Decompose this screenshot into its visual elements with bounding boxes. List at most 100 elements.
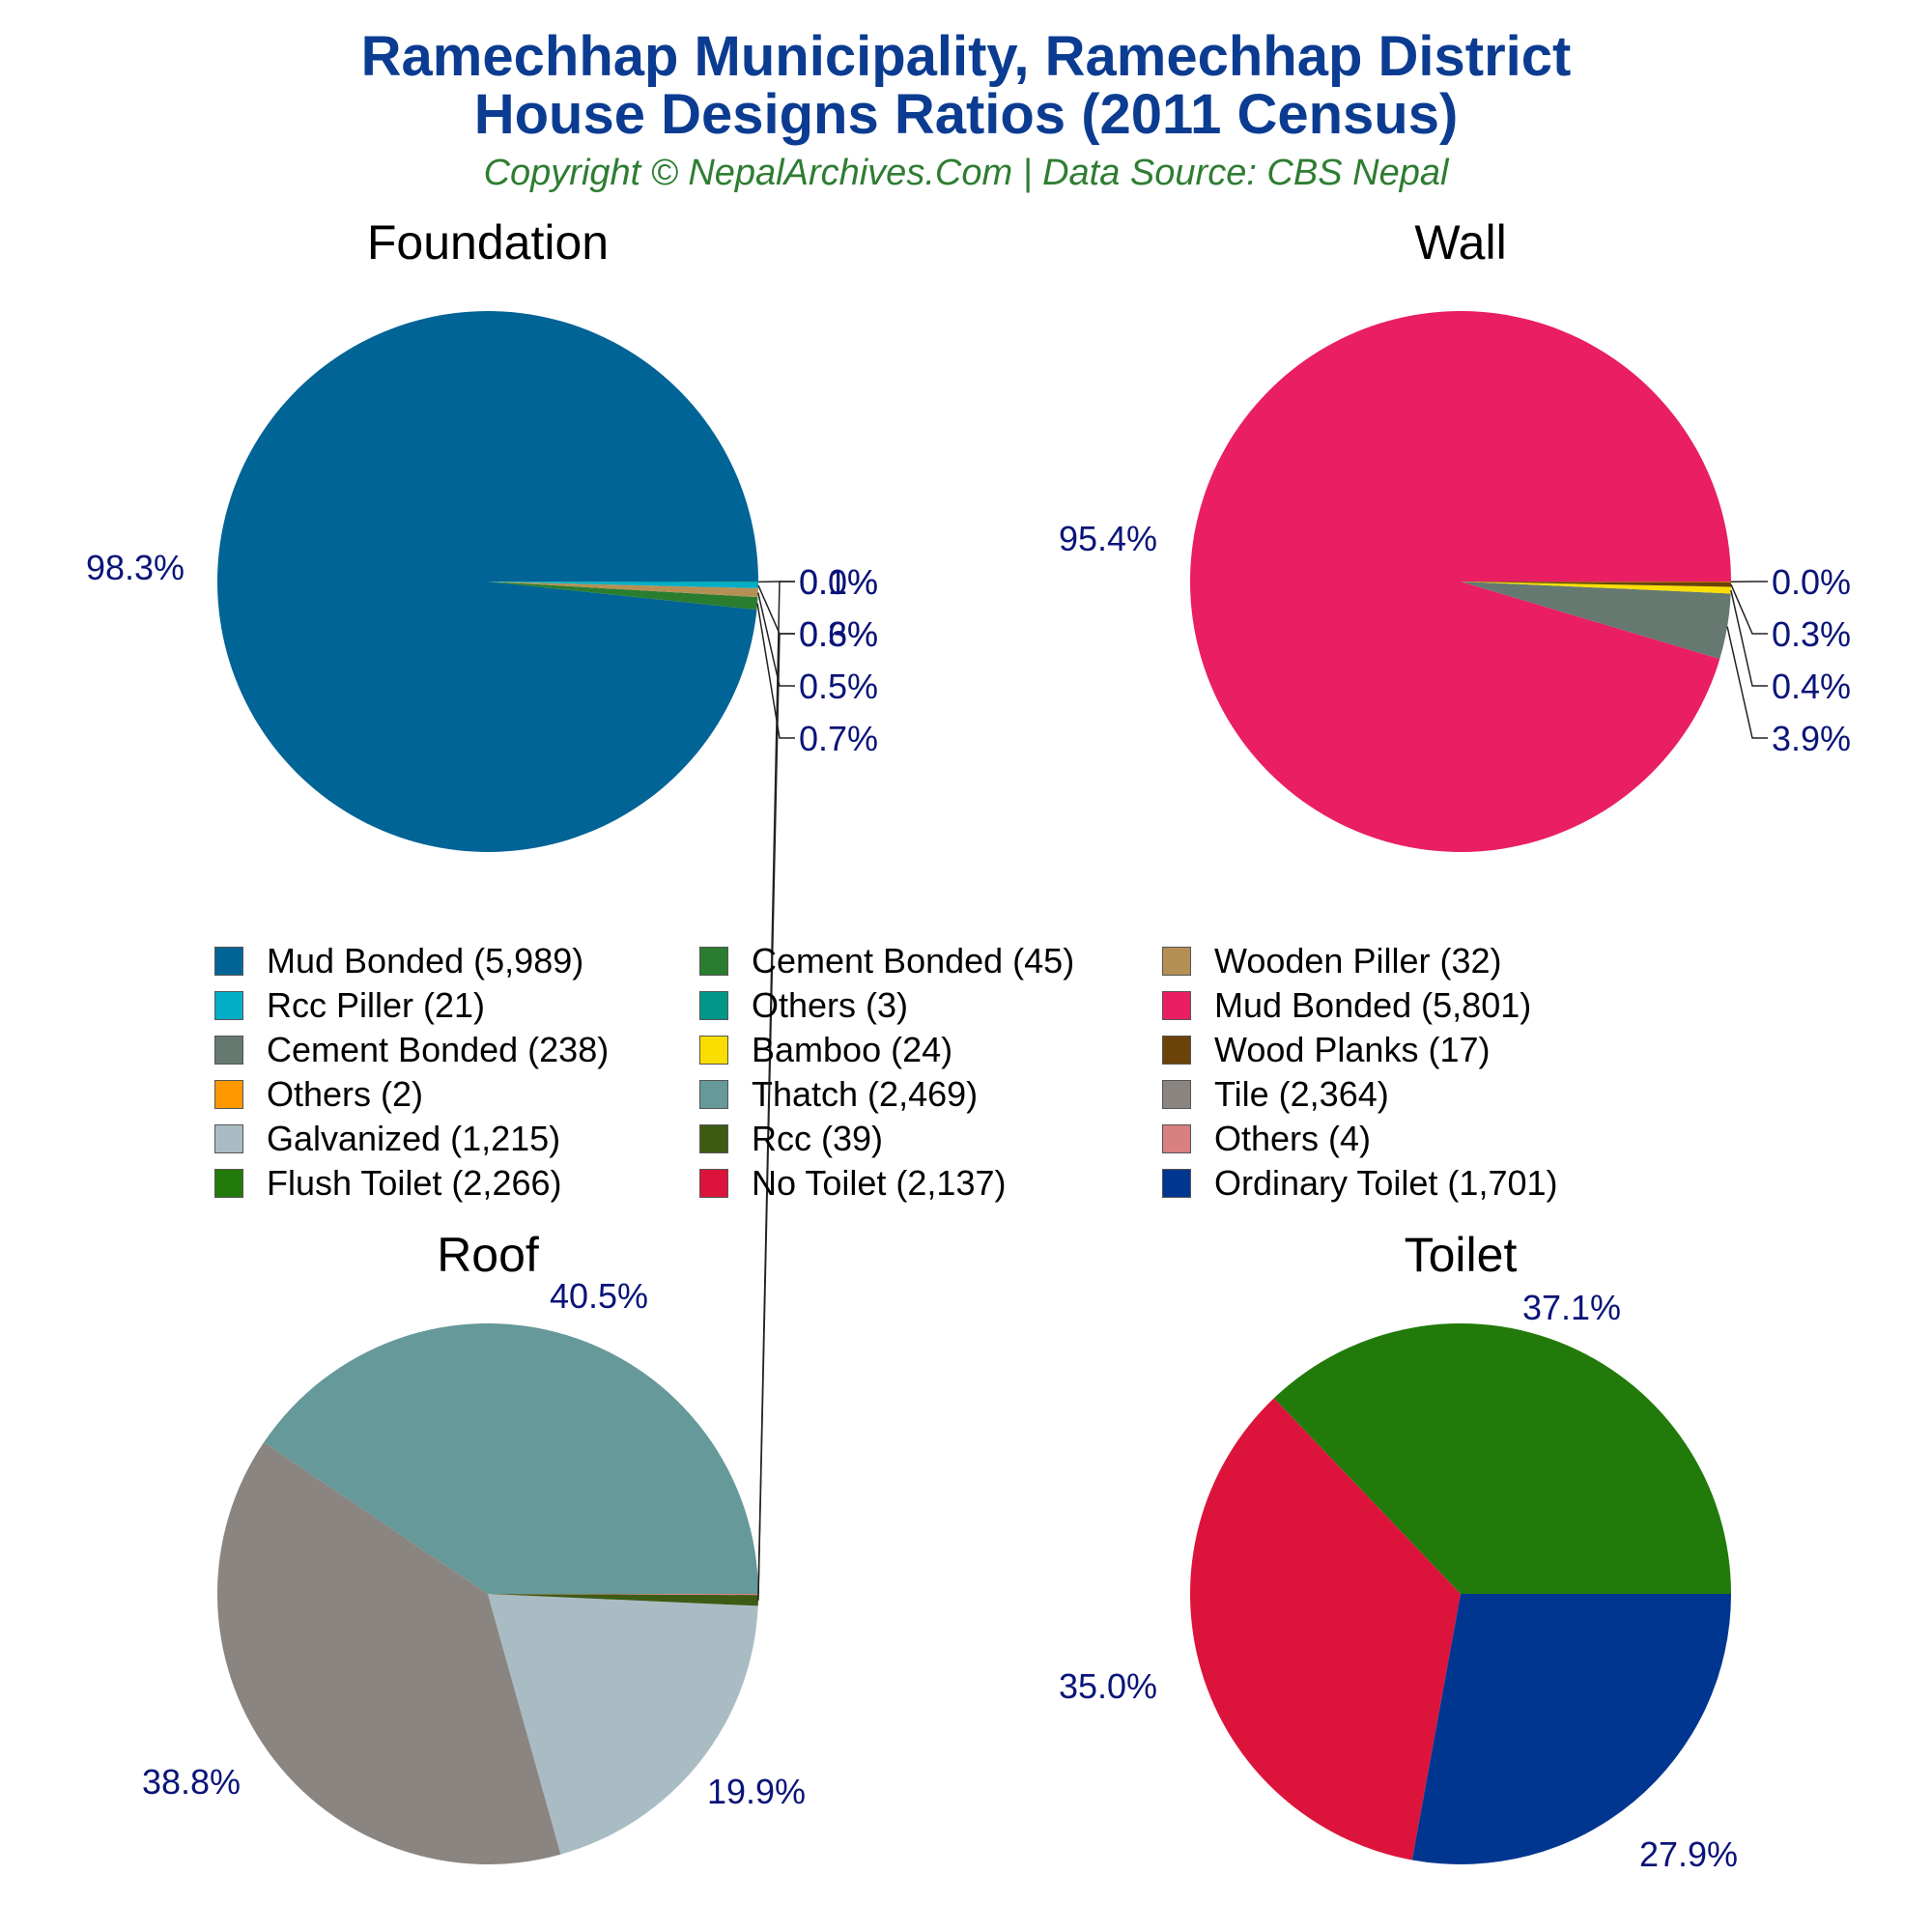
legend-item: Flush Toilet (2,266) <box>214 1163 562 1203</box>
legend-swatch <box>1162 991 1191 1020</box>
legend-item: No Toilet (2,137) <box>699 1163 1007 1203</box>
slice-label: 0.3% <box>799 614 878 654</box>
legend-item: Rcc (39) <box>699 1119 884 1158</box>
leader-line <box>757 633 795 1601</box>
legend-swatch <box>1162 1080 1191 1109</box>
slice-label: 0.7% <box>799 719 878 758</box>
slice-label: 95.4% <box>1059 519 1157 558</box>
legend-label: Others (2) <box>267 1074 424 1114</box>
leader-line <box>1730 583 1768 635</box>
slice-label: 37.1% <box>1522 1288 1621 1327</box>
legend-label: Rcc Piller (21) <box>267 985 486 1025</box>
legend-label: Mud Bonded (5,989) <box>267 941 584 980</box>
legend-swatch <box>214 991 243 1020</box>
slice-label: 40.5% <box>550 1276 648 1316</box>
pie-slice-thatch <box>264 1322 758 1594</box>
legend-label: Rcc (39) <box>752 1119 884 1158</box>
legend: Mud Bonded (5,989) Cement Bonded (45) Wood… <box>0 941 1932 1212</box>
slice-label: 0.1% <box>799 562 878 602</box>
legend-swatch <box>214 1036 243 1065</box>
pie-slice-others <box>488 1594 758 1596</box>
leader-line <box>757 584 795 635</box>
pie-slice-flush-toilet <box>1273 1323 1731 1594</box>
legend-item: Bamboo (24) <box>699 1030 953 1069</box>
legend-item: Wood Planks (17) <box>1162 1030 1490 1069</box>
legend-item: Others (2) <box>214 1074 424 1114</box>
pie-slice-ordinary-toilet <box>1411 1594 1731 1864</box>
legend-label: Others (4) <box>1214 1119 1372 1158</box>
pie-slice-tile <box>216 1442 561 1865</box>
slice-label: 0.3% <box>1772 614 1851 654</box>
pie-slice-cement-bonded <box>488 582 758 611</box>
leader-line <box>1726 626 1768 739</box>
legend-swatch <box>214 1124 243 1153</box>
legend-swatch <box>699 991 728 1020</box>
legend-swatch <box>699 1080 728 1109</box>
pie-roof: Roof 40.5% 38.8% 19.9% 0.1% 0.6% <box>142 562 878 1865</box>
slice-label: 0.5% <box>799 667 878 706</box>
pie-slice-no-toilet <box>1189 1398 1461 1861</box>
slice-label: 98.3% <box>86 548 185 587</box>
slice-label: 3.9% <box>1772 719 1851 758</box>
legend-item: Mud Bonded (5,989) <box>214 941 584 980</box>
legend-item: Others (4) <box>1162 1119 1372 1158</box>
legend-label: No Toilet (2,137) <box>752 1163 1007 1203</box>
slice-label: 0.0% <box>799 562 878 602</box>
slice-label: 27.9% <box>1639 1834 1738 1874</box>
legend-swatch <box>214 1169 243 1198</box>
pie-slice-cement-bonded <box>1461 582 1731 660</box>
legend-swatch <box>1162 1036 1191 1065</box>
legend-swatch <box>1162 1169 1191 1198</box>
legend-label: Galvanized (1,215) <box>267 1119 561 1158</box>
legend-label: Ordinary Toilet (1,701) <box>1214 1163 1558 1203</box>
legend-label: Bamboo (24) <box>752 1030 953 1069</box>
legend-label: Cement Bonded (238) <box>267 1030 610 1069</box>
legend-item: Galvanized (1,215) <box>214 1119 561 1158</box>
pie-slice-wooden-piller <box>488 582 758 598</box>
legend-label: Others (3) <box>752 985 909 1025</box>
legend-swatch <box>214 947 243 976</box>
legend-item: Wooden Piller (32) <box>1162 941 1502 980</box>
chart-title-line2: House Designs Ratios (2011 Census) <box>473 83 1459 146</box>
pie-slice-rcc <box>488 1594 758 1606</box>
pie-title: Wall <box>1414 215 1506 270</box>
legend-item: Others (3) <box>699 985 909 1025</box>
legend-swatch <box>699 947 728 976</box>
legend-item: Thatch (2,469) <box>699 1074 979 1114</box>
pie-slice-galvanized <box>488 1594 758 1855</box>
pie-slice-wood-planks <box>1461 582 1731 587</box>
legend-swatch <box>699 1036 728 1065</box>
legend-swatch <box>699 1169 728 1198</box>
slice-label: 19.9% <box>707 1772 806 1811</box>
leader-line <box>1730 589 1768 687</box>
legend-item: Rcc Piller (21) <box>214 985 486 1025</box>
legend-label: Flush Toilet (2,266) <box>267 1163 562 1203</box>
slice-label: 0.6% <box>799 614 878 654</box>
leader-line <box>757 592 795 687</box>
chart-subtitle: Copyright © NepalArchives.Com | Data Sou… <box>483 153 1449 193</box>
legend-label: Cement Bonded (45) <box>752 941 1075 980</box>
legend-swatch <box>1162 947 1191 976</box>
pie-slice-mud-bonded <box>217 311 758 853</box>
legend-item: Mud Bonded (5,801) <box>1162 985 1532 1025</box>
slice-label: 38.8% <box>142 1762 241 1802</box>
pie-slice-rcc-piller <box>488 582 758 588</box>
pie-title: Foundation <box>367 215 609 270</box>
legend-item: Tile (2,364) <box>1162 1074 1389 1114</box>
slice-label: 0.0% <box>1772 562 1851 602</box>
leader-line <box>756 603 795 739</box>
legend-label: Tile (2,364) <box>1214 1074 1389 1114</box>
pie-title: Roof <box>437 1228 539 1282</box>
slice-label: 0.4% <box>1772 667 1851 706</box>
pie-foundation: Foundation 98.3% 0.0% 0.3% 0.5% 0.7% <box>86 215 878 853</box>
legend-label: Mud Bonded (5,801) <box>1214 985 1532 1025</box>
pie-wall: Wall 95.4% 0.0% 0.3% 0.4% 3.9% <box>1059 215 1851 852</box>
slice-label: 35.0% <box>1059 1666 1157 1706</box>
pie-title: Toilet <box>1405 1228 1518 1282</box>
pie-slice-bamboo <box>1461 582 1731 594</box>
legend-label: Wooden Piller (32) <box>1214 941 1502 980</box>
legend-label: Thatch (2,469) <box>752 1074 979 1114</box>
legend-item: Cement Bonded (238) <box>214 1030 610 1069</box>
